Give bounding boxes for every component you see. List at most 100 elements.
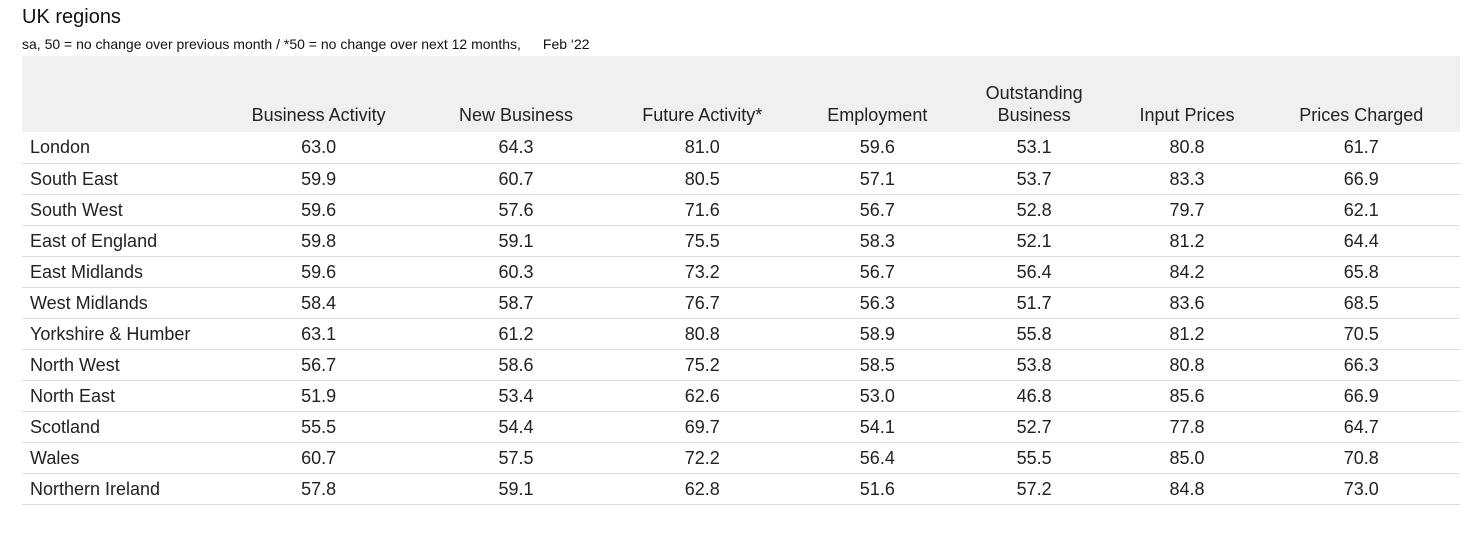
table-cell: 46.8 bbox=[1016, 385, 1052, 406]
table-cell: 85.0 bbox=[1169, 447, 1205, 468]
table-cell: 59.6 bbox=[301, 261, 337, 282]
table-cell: 81.0 bbox=[684, 137, 720, 158]
table-cell: 58.4 bbox=[301, 292, 337, 313]
table-row: East of England 59.8 59.1 75.5 58.3 52.1 81.2 6… bbox=[22, 225, 1460, 256]
region-name: East of England bbox=[30, 230, 158, 251]
table-row: London 63.0 64.3 81.0 59.6 53.1 80.8 61.7 bbox=[22, 132, 1460, 163]
table-cell: 70.5 bbox=[1343, 323, 1379, 344]
table-cell: 81.2 bbox=[1169, 230, 1205, 251]
table-cell: 53.1 bbox=[1016, 137, 1052, 158]
column-header: Input Prices bbox=[1139, 105, 1235, 125]
column-header: Prices Charged bbox=[1299, 105, 1424, 125]
table-cell: 68.5 bbox=[1343, 292, 1379, 313]
table-cell: 56.7 bbox=[859, 261, 895, 282]
table-cell: 84.2 bbox=[1169, 261, 1205, 282]
subtitle-text: sa, 50 = no change over previous month /… bbox=[22, 36, 521, 52]
table-cell: 64.7 bbox=[1343, 416, 1379, 437]
table-cell: 56.7 bbox=[301, 354, 337, 375]
table-cell: 80.5 bbox=[684, 168, 720, 189]
table-cell: 65.8 bbox=[1343, 261, 1379, 282]
table-row: Yorkshire & Humber 63.1 61.2 80.8 58.9 55.8 81… bbox=[22, 318, 1460, 349]
table-cell: 54.4 bbox=[498, 416, 534, 437]
table-row: South West 59.6 57.6 71.6 56.7 52.8 79.7 62.1 bbox=[22, 194, 1460, 225]
region-name: North East bbox=[30, 385, 116, 406]
table-cell: 85.6 bbox=[1169, 385, 1205, 406]
table-cell: 80.8 bbox=[684, 323, 720, 344]
table-cell: 53.0 bbox=[859, 385, 895, 406]
table-cell: 61.2 bbox=[498, 323, 534, 344]
table-row: Northern Ireland 57.8 59.1 62.8 51.6 57.2 84.8… bbox=[22, 473, 1460, 504]
table-row: Wales 60.7 57.5 72.2 56.4 55.5 85.0 70.8 bbox=[22, 442, 1460, 473]
table-header: Business Activity New Business Future Acti… bbox=[22, 56, 1460, 132]
table-cell: 76.7 bbox=[684, 292, 720, 313]
table-cell: 55.5 bbox=[1016, 447, 1052, 468]
table-cell: 52.1 bbox=[1016, 230, 1052, 251]
table-cell: 60.7 bbox=[301, 447, 337, 468]
table-cell: 59.1 bbox=[498, 478, 534, 499]
table-cell: 64.3 bbox=[498, 137, 534, 158]
table-cell: 66.9 bbox=[1343, 168, 1379, 189]
table-cell: 60.7 bbox=[498, 168, 534, 189]
table-cell: 59.8 bbox=[301, 230, 337, 251]
table-cell: 57.5 bbox=[498, 447, 534, 468]
table-row: South East 59.9 60.7 80.5 57.1 53.7 83.3 66.9 bbox=[22, 163, 1460, 194]
header-row: Business Activity New Business Future Acti… bbox=[22, 56, 1460, 132]
table-row: West Midlands 58.4 58.7 76.7 56.3 51.7 83.6 68.… bbox=[22, 287, 1460, 318]
table-row: North West 56.7 58.6 75.2 58.5 53.8 80.8 66.3 bbox=[22, 349, 1460, 380]
table-cell: 59.1 bbox=[498, 230, 534, 251]
table-cell: 51.7 bbox=[1016, 292, 1052, 313]
table-cell: 63.1 bbox=[301, 323, 337, 344]
table-cell: 59.9 bbox=[301, 168, 337, 189]
column-header: Future Activity* bbox=[642, 105, 763, 125]
table-cell: 59.6 bbox=[301, 199, 337, 220]
table-row: North East 51.9 53.4 62.6 53.0 46.8 85.6 66.9 bbox=[22, 380, 1460, 411]
table-cell: 77.8 bbox=[1169, 416, 1205, 437]
region-name: Scotland bbox=[30, 416, 101, 437]
table-cell: 69.7 bbox=[684, 416, 720, 437]
table-cell: 61.7 bbox=[1343, 137, 1379, 158]
subtitle: sa, 50 = no change over previous month /… bbox=[22, 36, 590, 52]
table-cell: 57.6 bbox=[498, 199, 534, 220]
table-cell: 56.4 bbox=[859, 447, 895, 468]
table-cell: 75.5 bbox=[684, 230, 720, 251]
table-cell: 62.6 bbox=[684, 385, 720, 406]
table-cell: 56.7 bbox=[859, 199, 895, 220]
table-cell: 83.6 bbox=[1169, 292, 1205, 313]
region-name: Wales bbox=[30, 447, 80, 468]
region-name: West Midlands bbox=[30, 292, 148, 313]
column-header: Employment bbox=[827, 105, 928, 125]
table-cell: 58.9 bbox=[859, 323, 895, 344]
table-cell: 52.8 bbox=[1016, 199, 1052, 220]
table-cell: 58.3 bbox=[859, 230, 895, 251]
table-cell: 71.6 bbox=[684, 199, 720, 220]
table-cell: 51.9 bbox=[301, 385, 337, 406]
table-cell: 55.8 bbox=[1016, 323, 1052, 344]
table-cell: 80.8 bbox=[1169, 137, 1205, 158]
table-body: London 63.0 64.3 81.0 59.6 53.1 80.8 61.7 South … bbox=[22, 132, 1460, 504]
table-cell: 66.9 bbox=[1343, 385, 1379, 406]
table-row: Scotland 55.5 54.4 69.7 54.1 52.7 77.8 64.7 bbox=[22, 411, 1460, 442]
date-label: Feb ‘22 bbox=[542, 36, 590, 52]
table-cell: 62.8 bbox=[684, 478, 720, 499]
table-cell: 62.1 bbox=[1343, 199, 1379, 220]
table-cell: 51.6 bbox=[859, 478, 895, 499]
table-cell: 53.7 bbox=[1016, 168, 1052, 189]
table-cell: 57.1 bbox=[859, 168, 895, 189]
table-row: East Midlands 59.6 60.3 73.2 56.7 56.4 84.2 65.… bbox=[22, 256, 1460, 287]
column-header: New Business bbox=[459, 105, 574, 125]
table-cell: 63.0 bbox=[301, 137, 337, 158]
table-cell: 60.3 bbox=[498, 261, 534, 282]
region-name: South East bbox=[30, 168, 119, 189]
region-name: London bbox=[30, 137, 91, 158]
table-cell: 83.3 bbox=[1169, 168, 1205, 189]
regions-table: Business Activity New Business Future Acti… bbox=[22, 56, 1460, 505]
region-column-header bbox=[22, 56, 212, 132]
table-cell: 56.3 bbox=[859, 292, 895, 313]
table-cell: 79.7 bbox=[1169, 199, 1205, 220]
table-cell: 57.8 bbox=[301, 478, 337, 499]
table-cell: 73.0 bbox=[1343, 478, 1379, 499]
table-cell: 81.2 bbox=[1169, 323, 1205, 344]
table-cell: 59.6 bbox=[859, 137, 895, 158]
region-name: South West bbox=[30, 199, 123, 220]
page-title: UK regions bbox=[22, 6, 121, 28]
